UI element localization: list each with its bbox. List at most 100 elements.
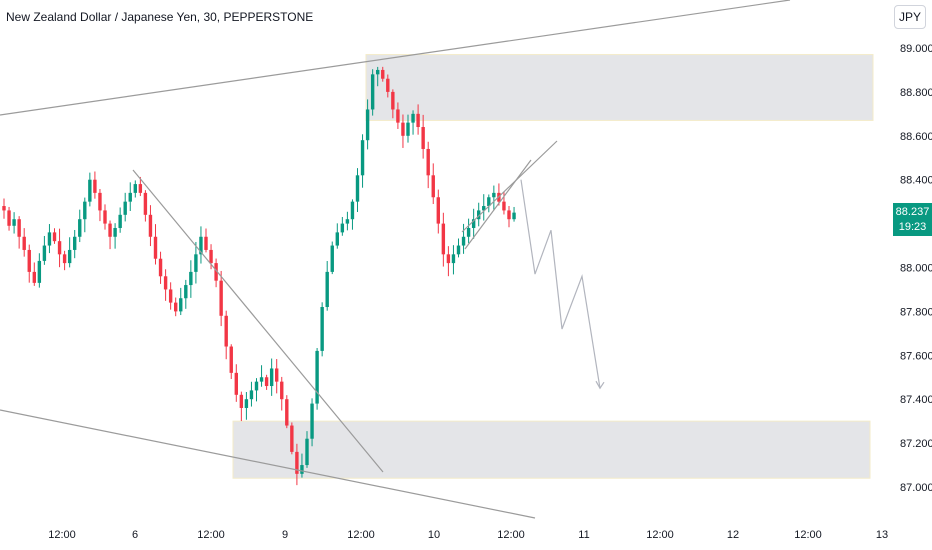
candle xyxy=(22,228,26,257)
candle-body xyxy=(355,175,360,202)
candle xyxy=(199,226,203,264)
candle-body xyxy=(280,381,284,400)
candle-body xyxy=(300,465,304,474)
candle xyxy=(73,229,77,259)
candle-body xyxy=(108,223,112,237)
descending-trendline xyxy=(132,169,384,473)
candle-body xyxy=(158,258,163,277)
candle xyxy=(507,206,511,228)
candle-body xyxy=(320,307,324,351)
candle-body xyxy=(370,74,375,110)
candle-body xyxy=(446,254,451,264)
time-tick-label: 12:00 xyxy=(48,529,76,541)
candle-body xyxy=(78,219,82,237)
candle xyxy=(194,241,198,284)
candle xyxy=(47,224,52,254)
candle-body xyxy=(234,372,238,395)
candle-body xyxy=(441,223,446,255)
candle xyxy=(426,141,430,189)
candle-body xyxy=(214,263,218,281)
candle-body xyxy=(411,113,415,123)
candle-body xyxy=(466,227,471,237)
zones-layer xyxy=(232,54,874,479)
candle xyxy=(396,102,400,129)
price-tick-label: 89.000 xyxy=(900,43,932,55)
candle xyxy=(446,246,451,277)
candle-body xyxy=(295,451,299,474)
candle xyxy=(456,238,461,258)
candle-body xyxy=(345,219,350,224)
candle-body xyxy=(436,197,440,224)
candle xyxy=(103,204,107,230)
candle xyxy=(239,391,244,422)
candle-body xyxy=(451,254,456,264)
candle xyxy=(224,310,228,360)
candle xyxy=(254,378,259,402)
candle xyxy=(300,453,304,478)
candle xyxy=(108,220,112,250)
candle-body xyxy=(305,438,309,466)
candle-body xyxy=(138,184,143,193)
candle-body xyxy=(52,232,57,242)
candle xyxy=(406,114,410,143)
candle-body xyxy=(98,192,102,211)
candle xyxy=(179,287,183,316)
candle-body xyxy=(350,201,355,220)
candle-body xyxy=(365,109,370,141)
zone-supply xyxy=(365,54,874,121)
candle-body xyxy=(259,377,264,382)
candle xyxy=(512,206,516,222)
candle xyxy=(471,208,476,239)
candle-body xyxy=(401,122,405,136)
candle xyxy=(340,216,345,236)
candle-body xyxy=(431,175,435,198)
candle xyxy=(27,244,31,283)
candle-body xyxy=(275,368,279,382)
candle xyxy=(487,194,491,213)
candle-body xyxy=(229,346,233,373)
candle-body xyxy=(254,381,259,391)
candle-body xyxy=(381,69,385,79)
candle xyxy=(204,228,208,253)
price-tick-label: 88.400 xyxy=(900,175,932,187)
price-tick-label: 88.800 xyxy=(900,87,932,99)
zone-demand xyxy=(232,420,871,479)
time-tick-label: 12:00 xyxy=(197,529,225,541)
candle xyxy=(376,66,380,87)
candle-body xyxy=(128,192,132,202)
candle-body xyxy=(416,113,420,128)
candle-body xyxy=(290,425,294,452)
candle-body xyxy=(32,271,36,283)
candle-body xyxy=(62,254,67,264)
candle xyxy=(244,391,249,420)
candle-body xyxy=(42,245,47,261)
wedge-lower-line xyxy=(464,159,532,250)
candle-body xyxy=(376,69,380,75)
candle xyxy=(214,258,218,288)
candle xyxy=(83,197,87,233)
candle-body xyxy=(421,127,425,149)
currency-button[interactable]: JPY xyxy=(894,5,926,29)
candle xyxy=(62,250,67,271)
projection-path xyxy=(520,179,601,389)
candle-body xyxy=(461,236,466,246)
candle xyxy=(441,212,446,267)
candle xyxy=(391,89,395,119)
candle-body xyxy=(163,276,168,290)
candle xyxy=(421,114,425,159)
candle xyxy=(259,365,264,387)
candle-body xyxy=(335,232,339,246)
candle xyxy=(416,104,420,135)
time-tick-label: 12 xyxy=(727,529,739,541)
candle xyxy=(477,202,481,227)
candle xyxy=(133,180,137,198)
candle xyxy=(118,207,122,233)
candle-body xyxy=(47,232,52,246)
candle-body xyxy=(507,210,511,220)
candle-body xyxy=(123,201,127,215)
candle-body xyxy=(7,210,11,226)
candle xyxy=(295,443,299,486)
candle-body xyxy=(113,227,117,237)
candle-body xyxy=(471,219,476,228)
